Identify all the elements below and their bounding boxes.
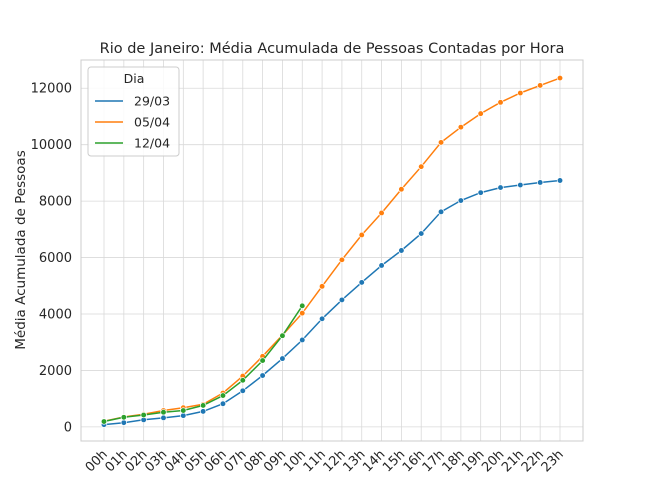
y-axis-label: Média Acumulada de Pessoas <box>13 150 29 349</box>
data-point <box>199 408 207 415</box>
chart-title: Rio de Janeiro: Média Acumulada de Pesso… <box>100 41 565 57</box>
y-tick-label: 0 <box>64 420 72 435</box>
y-tick-label: 8000 <box>39 195 72 210</box>
data-point <box>239 377 246 384</box>
data-point <box>457 124 465 131</box>
data-point <box>259 372 266 379</box>
data-point <box>517 89 524 97</box>
data-point <box>219 392 227 399</box>
data-point <box>318 283 326 290</box>
data-point <box>537 82 544 89</box>
data-point <box>299 310 306 317</box>
data-point <box>299 336 306 344</box>
data-point <box>378 209 385 217</box>
legend-box <box>87 66 180 157</box>
data-point <box>199 402 207 409</box>
data-point <box>418 230 425 237</box>
series-group <box>100 74 564 428</box>
data-point <box>219 400 227 407</box>
data-point <box>418 163 425 170</box>
data-point <box>517 181 524 189</box>
y-axis-ticks: 0 2000 4000 6000 8000 10000 12000 <box>31 82 72 436</box>
data-point <box>279 332 286 339</box>
data-point <box>497 184 504 191</box>
series-line <box>103 77 561 422</box>
y-tick-label: 6000 <box>39 251 72 266</box>
y-tick-label: 12000 <box>31 82 72 97</box>
data-point <box>378 262 385 269</box>
data-point <box>318 315 326 322</box>
data-point <box>437 208 445 215</box>
data-point <box>556 74 564 82</box>
data-point <box>398 186 405 193</box>
data-point <box>140 411 147 419</box>
legend-entry: 29/03 <box>134 94 170 109</box>
data-point <box>338 296 346 304</box>
data-point <box>259 357 266 364</box>
data-point <box>180 407 187 414</box>
legend-entry: 12/04 <box>134 136 170 151</box>
data-point <box>457 197 465 204</box>
data-point <box>100 418 108 425</box>
data-point <box>358 279 365 286</box>
plot-frame <box>80 59 584 442</box>
data-point <box>120 414 127 421</box>
legend-items: 29/03 05/04 12/04 <box>95 94 170 151</box>
data-point <box>398 247 405 254</box>
data-point <box>556 177 564 184</box>
data-point <box>160 409 167 416</box>
data-point <box>279 355 286 362</box>
data-point <box>338 256 346 263</box>
data-point <box>358 231 365 239</box>
data-point <box>437 139 445 146</box>
y-tick-label: 4000 <box>39 308 72 323</box>
data-point <box>120 419 127 426</box>
data-point <box>497 99 504 106</box>
data-point <box>477 110 484 117</box>
series-3 <box>100 302 306 425</box>
data-point <box>299 302 306 309</box>
legend: Dia 29/03 05/04 12/04 <box>87 66 180 157</box>
y-tick-label: 10000 <box>31 138 72 153</box>
data-point <box>239 387 246 394</box>
data-point <box>160 414 167 422</box>
legend-title: Dia <box>124 71 145 86</box>
legend-entry: 05/04 <box>134 115 170 130</box>
data-point <box>537 179 544 186</box>
series-line <box>103 179 561 426</box>
data-point <box>477 189 484 196</box>
y-tick-label: 2000 <box>39 364 72 379</box>
